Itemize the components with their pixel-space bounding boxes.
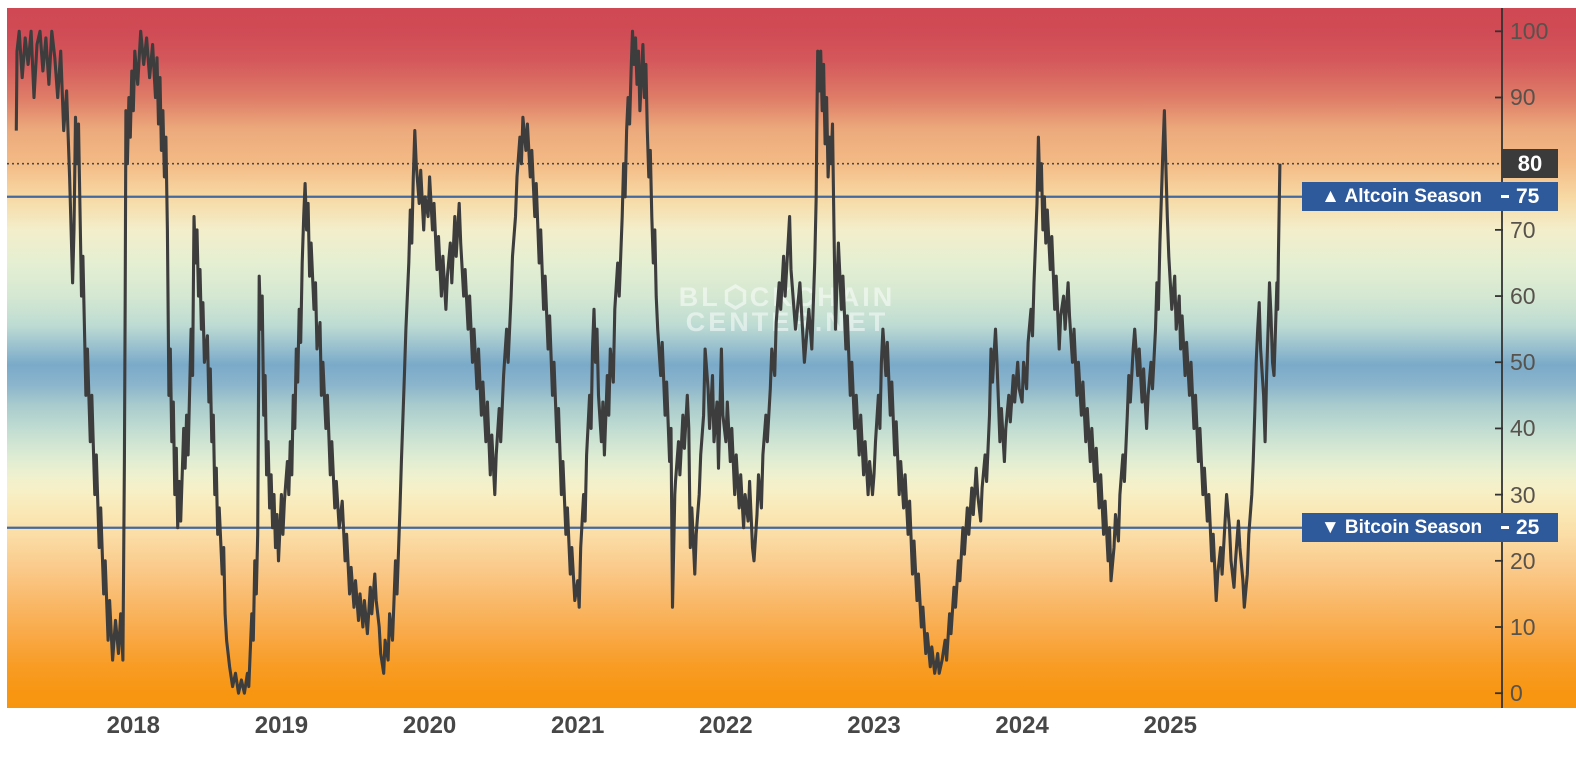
bitcoin-threshold-tick — [1501, 526, 1509, 530]
current-value-badge: 80 — [1502, 149, 1558, 179]
y-axis-tick-label: 60 — [1510, 283, 1536, 310]
x-axis-year-label: 2019 — [254, 712, 309, 739]
altcoin-threshold-value: 75 — [1516, 184, 1540, 208]
x-axis-year-label: 2025 — [1143, 712, 1197, 739]
y-axis-tick-label: 50 — [1510, 349, 1536, 376]
y-axis-tick-label: 100 — [1510, 18, 1549, 45]
y-axis-tick-label: 20 — [1510, 547, 1536, 574]
y-axis-tick-label: 0 — [1510, 680, 1523, 707]
y-axis-tick-label: 90 — [1510, 84, 1536, 111]
x-axis-year-label: 2020 — [402, 712, 457, 739]
altcoin-season-index-line — [14, 29, 1282, 695]
y-axis-tick-label: 30 — [1510, 481, 1536, 508]
x-axis-year-label: 2018 — [106, 712, 160, 739]
y-axis-tick-label: 40 — [1510, 415, 1536, 442]
altcoin-season-threshold-band: ▲ Altcoin Season 75 — [1302, 182, 1558, 212]
x-axis-year-label: 2021 — [551, 712, 605, 739]
altcoin-season-label: ▲ Altcoin Season — [1321, 185, 1482, 207]
bitcoin-threshold-value: 25 — [1516, 515, 1540, 539]
y-axis-tick-label: 70 — [1510, 216, 1536, 243]
bitcoin-season-threshold-band: ▼ Bitcoin Season 25 — [1302, 513, 1558, 543]
y-axis-tick-label: 10 — [1510, 614, 1536, 640]
current-value-text: 80 — [1517, 150, 1543, 176]
chart-plot-area — [7, 8, 1576, 708]
x-axis-year-label: 2022 — [699, 712, 753, 739]
altcoin-threshold-tick — [1501, 195, 1509, 199]
x-axis-year-label: 2024 — [995, 712, 1049, 739]
x-axis-year-label: 2023 — [847, 712, 901, 739]
bitcoin-season-label: ▼ Bitcoin Season — [1320, 516, 1483, 538]
